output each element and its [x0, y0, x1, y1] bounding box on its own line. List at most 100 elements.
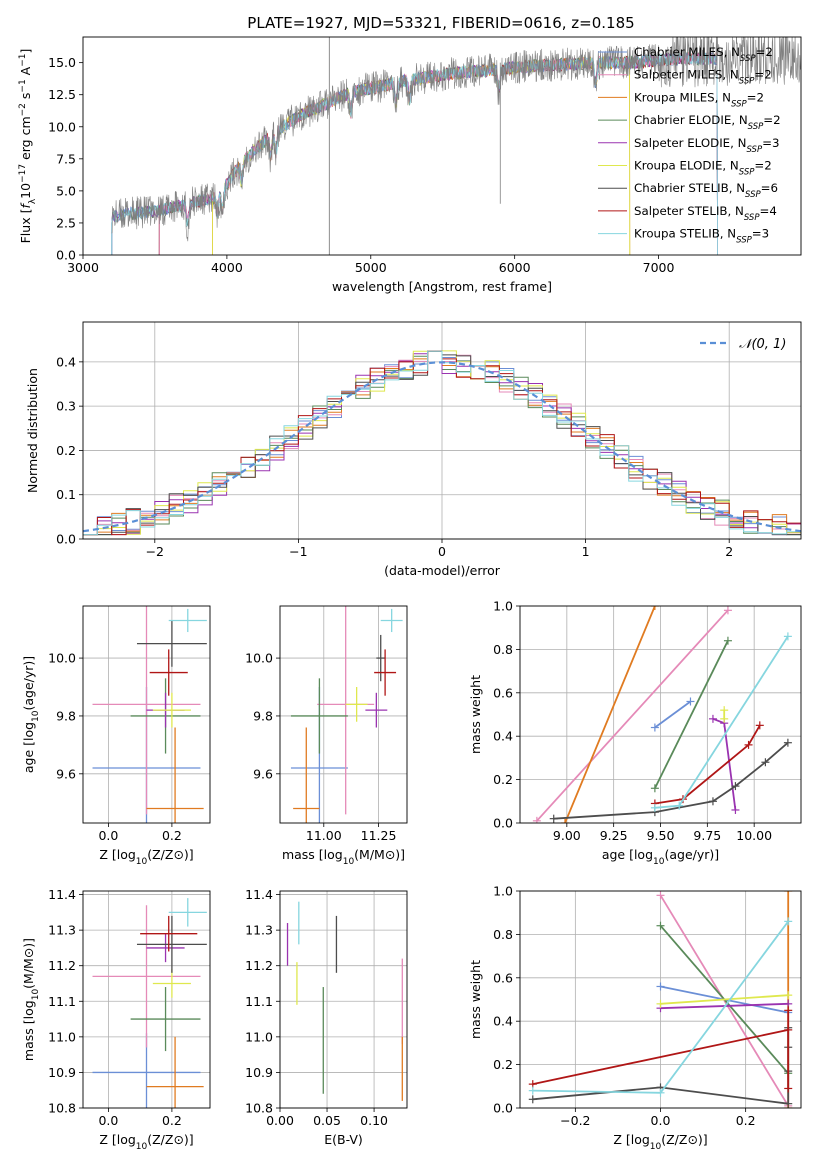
y-tick-label: 10.0: [48, 119, 76, 134]
y-axis-label: age [log10(age/yr)]: [21, 656, 41, 773]
x-axis-label: Z [log10(Z/Z⊙)]: [99, 847, 193, 867]
legend: Chabrier MILES, NSSP=2 Salpeter MILES, NS…: [598, 45, 781, 246]
errorbar-point: [92, 905, 201, 1048]
legend-label: Kroupa MILES, NSSP=2: [634, 90, 764, 109]
y-tick-label: 0.2: [56, 443, 76, 458]
errorbar-point: [146, 727, 204, 823]
errorbar-point: [146, 1036, 204, 1108]
panel-residuals: −2 −1 0 1 2 0.0 0.1 0.2 0.3 0.4 (data-model)/error…: [25, 321, 802, 578]
panel-mass_vs_Z: 0.0 0.2 10.8 10.9 11.0 11.1 11.2 11.3 11.4 Z [log…: [21, 887, 211, 1152]
y-tick-label: 11.4: [48, 887, 76, 902]
legend-label: Salpeter ELODIE, NSSP=3: [634, 136, 779, 155]
x-tick-label: 10.00: [736, 828, 772, 843]
x-tick-label: 11.00: [306, 828, 342, 843]
weight-line: [654, 640, 729, 789]
x-tick-label: 0.0: [98, 828, 118, 843]
panel-weight_vs_Z: −0.2 0.0 0.2 0.0 0.2 0.4 0.6 0.8 1.0 Z [log10(Z/Z…: [468, 884, 802, 1152]
y-tick-label: 0.0: [56, 532, 76, 547]
y-tick-label: 0.8: [493, 642, 513, 657]
x-tick-label: 9.50: [647, 828, 675, 843]
legend-label: 𝒩(0, 1): [739, 337, 786, 352]
y-tick-label: 0.8: [493, 927, 513, 942]
y-tick-label: 0.0: [56, 248, 76, 263]
x-tick-label: 0.0: [98, 1113, 118, 1128]
y-tick-label: 11.2: [245, 958, 273, 973]
plot-area: [83, 350, 801, 536]
errorbar-point: [293, 727, 320, 823]
legend-label: Chabrier MILES, NSSP=2: [634, 45, 773, 64]
y-tick-label: 1.0: [493, 884, 513, 899]
observed-spectrum-line: [111, 37, 801, 242]
errorbar-point: [345, 687, 368, 722]
x-axis-label: wavelength [Angstrom, rest frame]: [332, 279, 552, 294]
y-tick-label: 9.6: [56, 766, 76, 781]
errorbar-point: [380, 608, 403, 633]
x-tick-label: 7000: [643, 260, 675, 275]
errorbar-point: [140, 915, 198, 952]
legend-label: Salpeter MILES, NSSP=2: [634, 68, 772, 87]
x-tick-label: 2: [725, 544, 733, 559]
y-axis-label: Flux [fλ10−17 erg cm−2 s−1 A−1]: [18, 49, 38, 244]
y-tick-label: 0.4: [493, 729, 513, 744]
y-axis-label: mass weight: [468, 960, 483, 1039]
y-tick-label: 2.5: [56, 215, 76, 230]
plot-area: [532, 606, 792, 823]
errorbar-point: [146, 933, 185, 963]
x-axis-label: age [log10(age/yr)]: [602, 847, 719, 867]
axes-frame: [82, 605, 211, 824]
x-tick-label: 0.10: [360, 1113, 388, 1128]
y-tick-label: 0.0: [493, 1101, 513, 1116]
errorbar-point: [130, 987, 201, 1052]
x-tick-label: −2: [146, 544, 164, 559]
errorbar-point: [136, 620, 207, 667]
y-tick-label: 0.4: [493, 1014, 513, 1029]
x-axis-label: (data-model)/error: [384, 563, 501, 578]
residual-histogram: [83, 350, 801, 536]
x-axis-label: mass [log10(M/M⊙)]: [282, 847, 405, 867]
y-tick-label: 11.2: [48, 958, 76, 973]
plot-area: [92, 606, 207, 823]
x-tick-label: 0.2: [162, 1113, 182, 1128]
plot-area: [528, 891, 793, 1108]
y-tick-label: 11.3: [245, 923, 273, 938]
plot-area: [111, 37, 801, 255]
y-tick-label: 0.0: [493, 816, 513, 831]
weight-line: [532, 1010, 790, 1089]
y-tick-label: 11.3: [48, 923, 76, 938]
y-axis-label: mass weight: [468, 675, 483, 754]
axes-frame: [279, 890, 408, 1109]
legend-label: Chabrier STELIB, NSSP=6: [634, 181, 778, 200]
normal-curve: [83, 361, 801, 533]
y-tick-label: 0.6: [493, 970, 513, 985]
y-tick-label: 5.0: [56, 183, 76, 198]
x-axis-label: Z [log10(Z/Z⊙)]: [99, 1132, 193, 1152]
panel-spectrum: 3000 4000 5000 6000 7000 0.0 2.5 5.0 7.5 10.0 12.5…: [18, 36, 802, 294]
y-tick-label: 1.0: [493, 599, 513, 614]
x-tick-label: 0.2: [736, 1113, 756, 1128]
x-tick-label: 6000: [499, 260, 531, 275]
y-tick-label: 0.2: [493, 1057, 513, 1072]
y-tick-label: 0.4: [56, 354, 76, 369]
y-tick-label: 15.0: [48, 55, 76, 70]
y-tick-label: 0.6: [493, 685, 513, 700]
x-tick-label: 0.05: [313, 1113, 341, 1128]
errorbar-point: [374, 649, 397, 696]
errorbar-point: [152, 692, 191, 728]
y-tick-label: 10.8: [245, 1101, 273, 1116]
axes-frame: [82, 890, 211, 1109]
x-tick-label: 0.2: [162, 828, 182, 843]
x-tick-label: 11.25: [361, 828, 397, 843]
errorbar-point: [376, 634, 386, 682]
panel-age_vs_Z: 0.0 0.2 9.6 9.8 10.0 Z [log10(Z/Z⊙)] age [log1…: [21, 605, 211, 867]
x-tick-label: 9.75: [693, 828, 721, 843]
y-axis-label: mass [log10(M/M⊙)]: [21, 938, 41, 1061]
errorbar-point: [136, 915, 207, 973]
errorbar-point: [92, 606, 201, 815]
weight-line: [654, 724, 761, 805]
x-axis-label: E(B-V): [324, 1132, 363, 1147]
legend-label: Kroupa ELODIE, NSSP=2: [634, 159, 772, 178]
x-tick-label: 0.00: [266, 1113, 294, 1128]
legend-label: Kroupa STELIB, NSSP=3: [634, 227, 769, 246]
x-tick-label: 0.0: [651, 1113, 671, 1128]
y-tick-label: 9.6: [253, 766, 273, 781]
